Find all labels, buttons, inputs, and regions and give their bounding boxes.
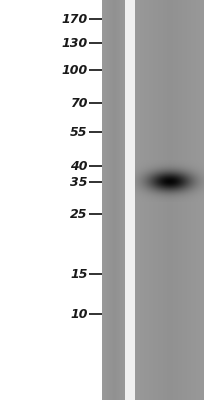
Text: 35: 35: [70, 176, 88, 188]
Text: 100: 100: [61, 64, 88, 76]
Text: 170: 170: [61, 13, 88, 26]
Text: 10: 10: [70, 308, 88, 320]
Bar: [125, 0, 135, 400]
Text: 40: 40: [70, 160, 88, 172]
Text: 25: 25: [70, 208, 88, 220]
Text: 55: 55: [70, 126, 88, 138]
Text: 15: 15: [70, 268, 88, 280]
Text: 70: 70: [70, 97, 88, 110]
Text: 130: 130: [61, 37, 88, 50]
